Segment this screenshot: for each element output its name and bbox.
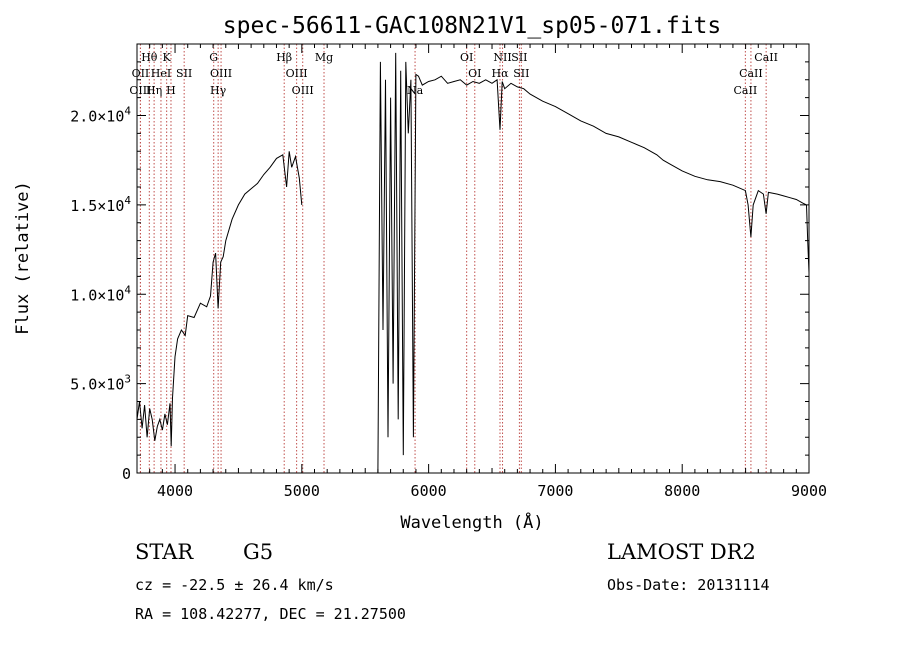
x-tick-label: 9000 — [791, 482, 827, 500]
object-subclass: G5 — [243, 540, 273, 564]
redshift-text: cz = -22.5 ± 26.4 km/s — [135, 576, 334, 594]
y-tick-label-base: 1.0×10 — [70, 286, 124, 304]
spectral-line-label: Hα — [491, 67, 509, 80]
spectral-line-label: HeI — [151, 67, 171, 80]
y-tick-label: 0 — [122, 465, 131, 483]
spectral-line-label: OIII — [129, 84, 151, 97]
spectral-line-label: CaII — [739, 67, 763, 80]
obs-date-text: Obs-Date: 20131114 — [607, 576, 770, 594]
y-tick-label-base: 1.5×10 — [70, 197, 124, 215]
spectral-line-label: NII — [493, 51, 511, 64]
spectral-line-label: OIII — [286, 67, 308, 80]
spectrum-series — [136, 52, 810, 474]
x-axis-label: Wavelength (Å) — [400, 511, 543, 533]
spectral-line-label: OI — [468, 67, 481, 80]
spectral-line-label: Mg — [315, 51, 333, 64]
spectral-line-label: CaII — [734, 84, 758, 97]
y-tick-label-base: 5.0×10 — [70, 376, 124, 394]
y-tick-label-exponent: 3 — [124, 373, 131, 386]
spectral-line-label: CaII — [754, 51, 778, 64]
y-tick-label-exponent: 4 — [124, 283, 131, 296]
spectral-line-label: OIII — [210, 67, 232, 80]
object-type: STAR — [135, 540, 194, 564]
plot-frame — [136, 43, 810, 474]
y-tick-label-exponent: 4 — [124, 194, 131, 207]
x-tick-label: 4000 — [157, 482, 193, 500]
y-tick-label-base: 2.0×10 — [70, 108, 124, 126]
y-tick-label: 1.0×104 — [70, 283, 131, 304]
x-axis-ticks: 4000 5000 6000 7000 8000 9000 — [149, 44, 827, 500]
spectrum-line-0 — [136, 52, 810, 474]
x-tick-label: 8000 — [664, 482, 700, 500]
spectral-line-label: SII — [511, 51, 527, 64]
y-tick-label: 1.5×104 — [70, 194, 131, 215]
spectral-line-label: SII — [176, 67, 192, 80]
y-tick-label-exponent: 4 — [124, 105, 131, 118]
y-tick-label-base: 0 — [122, 465, 131, 483]
x-tick-label: 5000 — [284, 482, 320, 500]
spectral-line-label: K — [163, 51, 172, 64]
y-tick-label: 5.0×103 — [70, 373, 131, 394]
spectral-line-label: Hη — [146, 84, 162, 97]
spectral-line-label: Hθ — [141, 51, 158, 64]
coords-text: RA = 108.42277, DEC = 21.27500 — [135, 605, 406, 623]
spectral-line-label: SII — [513, 67, 529, 80]
spectral-line-label: OII — [132, 67, 150, 80]
spectral-line-label: G — [209, 51, 218, 64]
spectral-line-label: OIII — [292, 84, 314, 97]
survey-name: LAMOST DR2 — [607, 540, 756, 564]
spectral-line-label: Hγ — [210, 84, 227, 97]
spectral-line-label: Hβ — [276, 51, 292, 64]
spectral-lines — [139, 44, 767, 473]
x-tick-label: 7000 — [537, 482, 573, 500]
y-tick-label: 2.0×104 — [70, 105, 131, 126]
spectral-line-label: H — [166, 84, 176, 97]
y-axis-label: Flux (relative) — [13, 181, 33, 335]
chart-title: spec-56611-GAC108N21V1_sp05-071.fits — [223, 13, 722, 39]
x-tick-label: 6000 — [411, 482, 447, 500]
spectral-line-label: OI — [460, 51, 473, 64]
